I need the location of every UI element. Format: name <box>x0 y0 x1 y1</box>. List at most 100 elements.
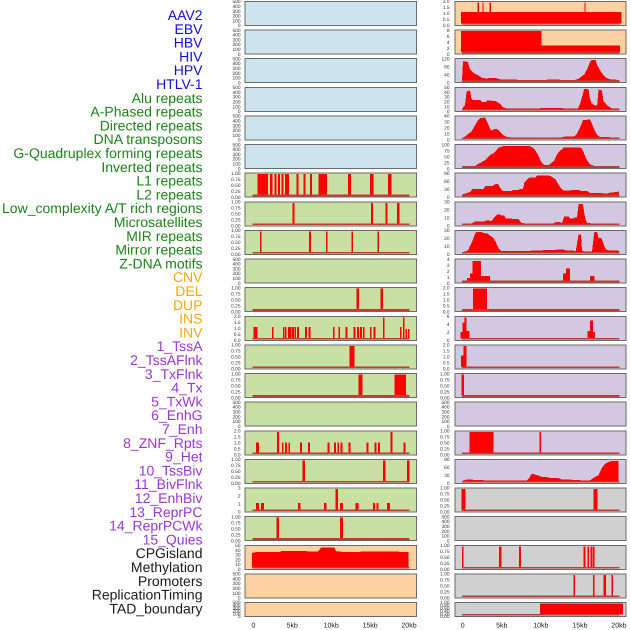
svg-text:400: 400 <box>232 147 240 153</box>
svg-text:L1 repeats: L1 repeats <box>136 173 202 189</box>
svg-text:300: 300 <box>232 9 240 15</box>
svg-text:0.50: 0.50 <box>231 212 241 218</box>
svg-text:30: 30 <box>235 553 241 559</box>
svg-text:100: 100 <box>232 47 240 53</box>
svg-text:40: 40 <box>444 72 450 78</box>
svg-text:0: 0 <box>447 138 450 144</box>
svg-text:400: 400 <box>232 33 240 39</box>
svg-text:300: 300 <box>232 37 240 43</box>
svg-text:1.00: 1.00 <box>440 429 450 435</box>
svg-text:10: 10 <box>444 104 450 110</box>
svg-text:0.50: 0.50 <box>440 498 450 504</box>
svg-text:0.50: 0.50 <box>231 526 241 532</box>
svg-text:500: 500 <box>232 572 240 578</box>
svg-text:120: 120 <box>441 56 449 62</box>
svg-text:200: 200 <box>441 529 449 535</box>
svg-text:Z-DNA motifs: Z-DNA motifs <box>119 255 202 271</box>
svg-text:0.50: 0.50 <box>440 383 450 389</box>
svg-text:200: 200 <box>441 414 449 420</box>
svg-text:0: 0 <box>238 23 241 29</box>
svg-text:0.25: 0.25 <box>231 218 241 224</box>
svg-text:0.75: 0.75 <box>440 435 450 441</box>
svg-text:0.00: 0.00 <box>440 453 450 459</box>
svg-text:0.00: 0.00 <box>440 567 450 573</box>
svg-text:0.75: 0.75 <box>231 291 241 297</box>
svg-text:0.50: 0.50 <box>231 355 241 361</box>
svg-text:DEL: DEL <box>175 283 202 299</box>
svg-text:0.75: 0.75 <box>440 578 450 584</box>
svg-text:0: 0 <box>447 109 450 115</box>
svg-text:Mirror repeats: Mirror repeats <box>115 242 202 258</box>
svg-text:0.75: 0.75 <box>231 206 241 212</box>
svg-text:CNV: CNV <box>173 269 203 285</box>
svg-text:500: 500 <box>232 85 240 91</box>
svg-text:0.50: 0.50 <box>231 183 241 189</box>
svg-text:0.50: 0.50 <box>231 297 241 303</box>
svg-text:0.50: 0.50 <box>231 240 241 246</box>
svg-text:0.5: 0.5 <box>234 332 241 338</box>
svg-text:20: 20 <box>444 99 450 105</box>
svg-text:300: 300 <box>232 123 240 129</box>
svg-text:0.25: 0.25 <box>231 389 241 395</box>
svg-text:100: 100 <box>232 276 240 282</box>
svg-text:0.25: 0.25 <box>440 561 450 567</box>
svg-text:0: 0 <box>238 109 241 115</box>
svg-text:200: 200 <box>232 71 240 77</box>
svg-text:1.0: 1.0 <box>443 11 450 17</box>
svg-text:50: 50 <box>235 543 241 549</box>
svg-text:2: 2 <box>447 46 450 52</box>
svg-text:1.00: 1.00 <box>231 371 241 377</box>
svg-text:1.00: 1.00 <box>231 228 241 234</box>
svg-text:100: 100 <box>232 18 240 24</box>
svg-text:500: 500 <box>232 257 240 263</box>
svg-text:0: 0 <box>238 80 241 86</box>
svg-text:1.5: 1.5 <box>234 320 241 326</box>
svg-text:HIV: HIV <box>179 48 203 64</box>
svg-text:7_Enh: 7_Enh <box>162 421 202 437</box>
svg-text:0.75: 0.75 <box>440 549 450 555</box>
svg-text:1.0: 1.0 <box>443 355 450 361</box>
svg-text:10_TssBiv: 10_TssBiv <box>139 462 203 478</box>
svg-text:1.00: 1.00 <box>440 600 450 606</box>
svg-text:0: 0 <box>238 281 241 287</box>
svg-text:6: 6 <box>447 34 450 40</box>
svg-text:HBV: HBV <box>174 35 203 51</box>
svg-text:100: 100 <box>232 419 240 425</box>
svg-text:300: 300 <box>232 409 240 415</box>
svg-text:20kb: 20kb <box>611 621 626 629</box>
svg-text:4_Tx: 4_Tx <box>171 380 202 396</box>
svg-text:0.00: 0.00 <box>231 538 241 544</box>
svg-text:0.25: 0.25 <box>231 303 241 309</box>
svg-text:400: 400 <box>232 90 240 96</box>
svg-text:20: 20 <box>444 126 450 132</box>
svg-text:Directed repeats: Directed repeats <box>100 117 203 133</box>
svg-text:3: 3 <box>238 486 241 492</box>
svg-text:20: 20 <box>444 208 450 214</box>
svg-text:INS: INS <box>179 311 202 327</box>
svg-text:14_ReprPCWk: 14_ReprPCWk <box>109 518 203 534</box>
svg-text:40: 40 <box>235 548 241 554</box>
svg-text:0.75: 0.75 <box>231 349 241 355</box>
svg-text:0.25: 0.25 <box>440 447 450 453</box>
svg-text:INV: INV <box>179 324 203 340</box>
svg-text:0.80: 0.80 <box>440 603 450 609</box>
svg-text:0.00: 0.00 <box>231 481 241 487</box>
svg-text:500: 500 <box>232 400 240 406</box>
svg-text:60: 60 <box>444 465 450 471</box>
svg-text:500: 500 <box>232 142 240 148</box>
svg-text:1.00: 1.00 <box>231 457 241 463</box>
svg-text:6_EnhG: 6_EnhG <box>151 407 202 423</box>
svg-text:0.00: 0.00 <box>231 395 241 401</box>
svg-text:400: 400 <box>232 262 240 268</box>
svg-text:2: 2 <box>238 494 241 500</box>
svg-text:0.25: 0.25 <box>231 475 241 481</box>
svg-text:9_Het: 9_Het <box>165 449 202 465</box>
svg-text:30: 30 <box>444 200 450 206</box>
svg-text:4: 4 <box>447 257 450 263</box>
svg-text:0: 0 <box>447 252 450 258</box>
svg-text:0.75: 0.75 <box>231 234 241 240</box>
svg-text:10: 10 <box>444 132 450 138</box>
svg-text:0.25: 0.25 <box>231 361 241 367</box>
svg-text:400: 400 <box>232 603 240 609</box>
svg-text:300: 300 <box>232 66 240 72</box>
